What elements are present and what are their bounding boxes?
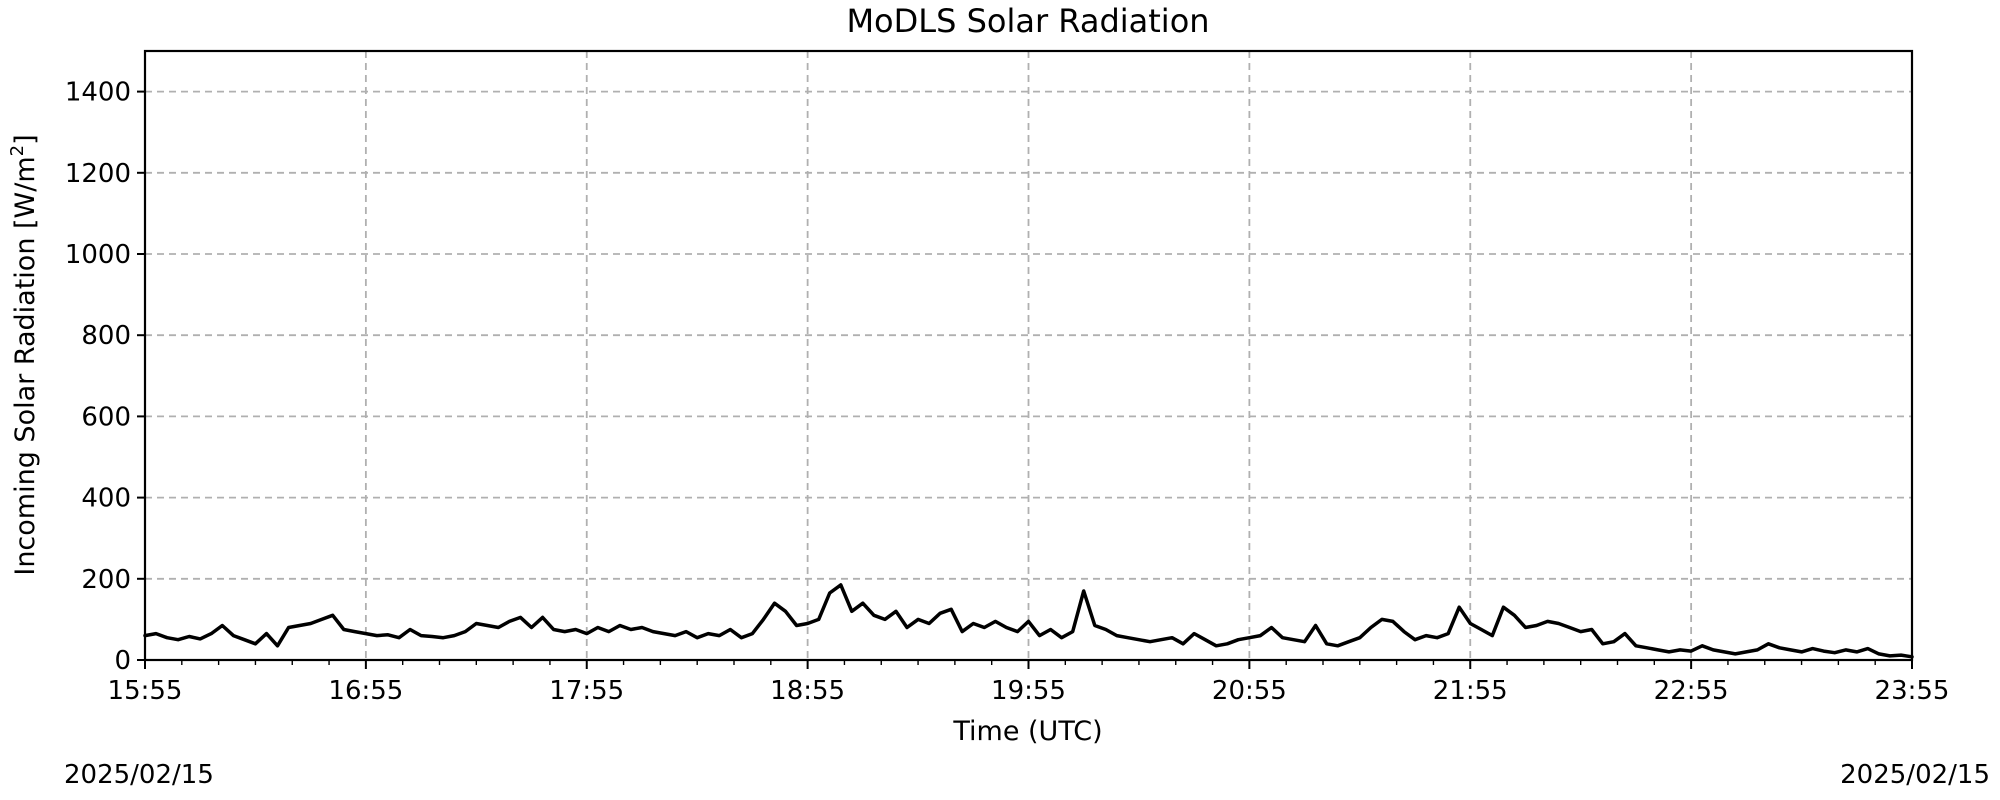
y-tick-label: 800 bbox=[81, 321, 131, 351]
x-tick-label: 17:55 bbox=[549, 676, 624, 706]
start-date-label: 2025/02/15 bbox=[64, 760, 214, 790]
x-axis-ticks: 15:55 16:55 17:55 18:55 19:55 20:55 21:55 22:55… bbox=[108, 660, 1950, 706]
y-axis-label-superscript: 2 bbox=[7, 145, 28, 156]
x-tick-label: 19:55 bbox=[991, 676, 1066, 706]
end-date-label: 2025/02/15 bbox=[1840, 760, 1990, 790]
y-tick-label: 0 bbox=[114, 646, 131, 676]
y-axis-ticks: 0 200 400 600 800 1000 1200 1400 bbox=[65, 78, 145, 676]
y-tick-label: 600 bbox=[81, 402, 131, 432]
x-tick-label: 21:55 bbox=[1433, 676, 1508, 706]
y-tick-label: 1200 bbox=[65, 159, 131, 189]
chart-title: MoDLS Solar Radiation bbox=[846, 2, 1209, 40]
y-tick-label: 1000 bbox=[65, 240, 131, 270]
x-tick-label: 20:55 bbox=[1212, 676, 1287, 706]
y-tick-label: 400 bbox=[81, 484, 131, 514]
y-axis-label-main: Incoming Solar Radiation [W/m bbox=[10, 156, 41, 575]
x-tick-label: 23:55 bbox=[1875, 676, 1950, 706]
grid-lines bbox=[144, 51, 1913, 660]
x-tick-label: 16:55 bbox=[328, 676, 403, 706]
y-axis-label-end: ] bbox=[10, 134, 41, 145]
x-tick-label: 18:55 bbox=[770, 676, 845, 706]
x-tick-label: 15:55 bbox=[108, 676, 183, 706]
y-tick-label: 1400 bbox=[65, 78, 131, 108]
solar-radiation-line bbox=[143, 583, 1914, 659]
y-tick-label: 200 bbox=[81, 565, 131, 595]
x-axis-label: Time (UTC) bbox=[952, 716, 1102, 747]
x-tick-label: 22:55 bbox=[1654, 676, 1729, 706]
y-axis-label: Incoming Solar Radiation [W/m2] bbox=[7, 134, 41, 575]
